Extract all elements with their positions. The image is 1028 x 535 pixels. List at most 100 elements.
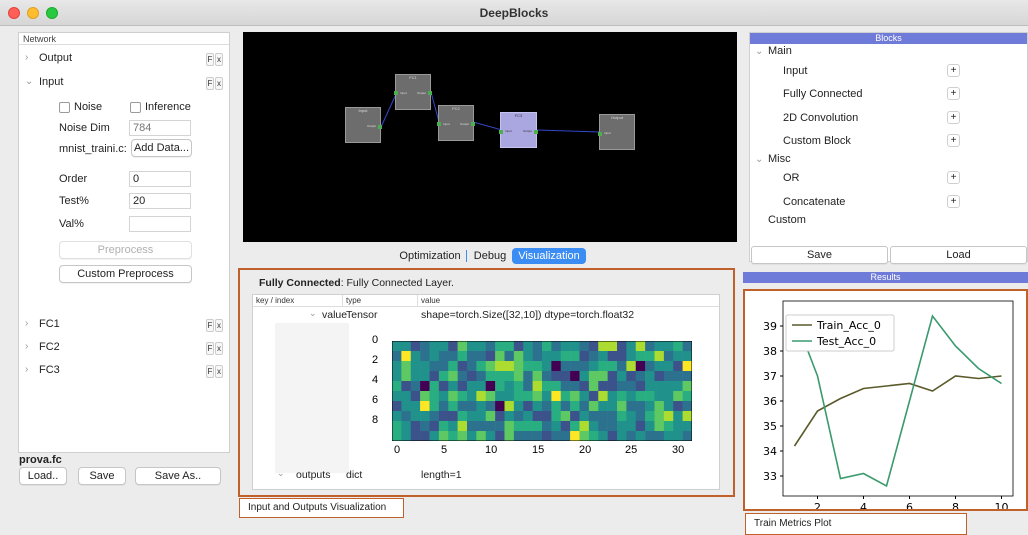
heatmap-cell (645, 391, 655, 402)
results-header: Results (743, 272, 1028, 283)
heatmap-cell (457, 401, 468, 412)
x-tick-label: 6 (906, 501, 913, 509)
heatmap-cell (598, 351, 608, 362)
heatmap-cell (495, 401, 505, 412)
layer-name: Fully Connected (259, 277, 341, 289)
f-button[interactable]: F (206, 53, 214, 66)
node-fc2[interactable]: FC2 Input Output (437, 105, 475, 141)
tab-debug[interactable]: Debug (473, 250, 507, 262)
save-as-network-button[interactable]: Save As.. (135, 467, 221, 485)
output-port[interactable] (534, 130, 538, 134)
heatmap-cell (401, 391, 412, 402)
add-block-or-button[interactable]: + (947, 171, 960, 184)
add-block-custom-block-button[interactable]: + (947, 134, 960, 147)
heatmap-cell (429, 391, 440, 402)
heatmap-cell (663, 351, 674, 362)
edge-fc1-fc2 (430, 91, 440, 123)
x-button[interactable]: x (215, 53, 223, 66)
heatmap-cell (570, 361, 580, 372)
x-button[interactable]: x (215, 342, 223, 355)
heatmap-cell (429, 411, 440, 422)
x-button[interactable]: x (215, 77, 223, 90)
load-network-button[interactable]: Load.. (19, 467, 67, 485)
chevron-right-icon[interactable]: › (25, 341, 29, 352)
chevron-down-icon[interactable]: ⌄ (277, 468, 285, 478)
node-input[interactable]: Input Output (345, 107, 382, 143)
heatmap-cell (410, 431, 421, 441)
noise-dim-input[interactable] (129, 120, 191, 136)
inference-checkbox[interactable] (130, 102, 141, 113)
x-button[interactable]: x (215, 319, 223, 332)
chevron-down-icon[interactable]: ⌄ (755, 46, 764, 57)
noise-checkbox[interactable] (59, 102, 70, 113)
node-fc1[interactable]: FC1 Input Output (394, 74, 432, 110)
chevron-down-icon[interactable]: ⌄ (25, 76, 34, 87)
minimize-window-button[interactable] (27, 7, 39, 19)
add-block-2d-convolution-button[interactable]: + (947, 111, 960, 124)
order-input[interactable]: 0 (129, 171, 191, 187)
output-port[interactable] (378, 125, 382, 129)
test-input[interactable]: 20 (129, 193, 191, 209)
custom-preprocess-button[interactable]: Custom Preprocess (59, 265, 192, 283)
f-button[interactable]: F (206, 342, 214, 355)
heatmap-ytick: 0 (372, 334, 379, 346)
input-port[interactable] (499, 130, 503, 134)
port-label: Input (505, 129, 512, 133)
add-block-fully-connected-button[interactable]: + (947, 87, 960, 100)
preprocess-button[interactable]: Preprocess (59, 241, 192, 259)
heatmap-cell (420, 421, 430, 432)
heatmap-cell (532, 391, 543, 402)
heatmap-cell (635, 341, 646, 352)
add-data-button[interactable]: Add Data... (131, 139, 192, 157)
save-blocks-button[interactable]: Save (751, 246, 888, 264)
val-input[interactable] (129, 216, 191, 232)
heatmap-cell (626, 361, 637, 372)
chevron-right-icon[interactable]: › (25, 318, 29, 329)
x-button[interactable]: x (215, 365, 223, 378)
chevron-down-icon[interactable]: ⌄ (309, 308, 317, 318)
add-block-concatenate-button[interactable]: + (947, 195, 960, 208)
input-port[interactable] (598, 132, 602, 136)
heatmap-cell (663, 371, 674, 382)
chevron-down-icon[interactable]: ⌄ (755, 154, 764, 165)
output-port[interactable] (428, 91, 432, 95)
input-port[interactable] (394, 91, 398, 95)
chevron-right-icon[interactable]: › (25, 364, 29, 375)
y-tick-label: 33 (763, 470, 777, 483)
heatmap-cell (560, 411, 571, 422)
column-header-key[interactable]: key / index (253, 295, 343, 307)
tab-optimization[interactable]: Optimization (399, 250, 461, 262)
column-header-type[interactable]: type (343, 295, 418, 307)
f-button[interactable]: F (206, 365, 214, 378)
heatmap-cell (617, 401, 627, 412)
save-network-button[interactable]: Save (78, 467, 126, 485)
tab-visualization[interactable]: Visualization (512, 248, 586, 264)
add-block-input-button[interactable]: + (947, 64, 960, 77)
close-window-button[interactable] (8, 7, 20, 19)
heatmap-cell (682, 411, 692, 422)
heatmap-cell (392, 411, 402, 422)
tensor-tree[interactable]: key / index type value ⌄ value Tensor sh… (252, 294, 720, 490)
graph-canvas[interactable]: Input Output FC1 Input Output FC2 Input … (243, 32, 737, 242)
output-port[interactable] (471, 122, 475, 126)
node-output[interactable]: Output Input (598, 114, 635, 150)
input-port[interactable] (437, 122, 441, 126)
chevron-right-icon[interactable]: › (25, 52, 29, 63)
heatmap-cell (495, 371, 505, 382)
heatmap-cell (410, 401, 421, 412)
column-header-value[interactable]: value (418, 295, 719, 307)
heatmap-cell (523, 391, 533, 402)
heatmap-cell (682, 391, 692, 402)
row-key: value (322, 309, 348, 321)
f-button[interactable]: F (206, 319, 214, 332)
load-blocks-button[interactable]: Load (890, 246, 1027, 264)
node-fc3[interactable]: FC3 Input Output (499, 112, 538, 148)
maximize-window-button[interactable] (46, 7, 58, 19)
f-button[interactable]: F (206, 77, 214, 90)
